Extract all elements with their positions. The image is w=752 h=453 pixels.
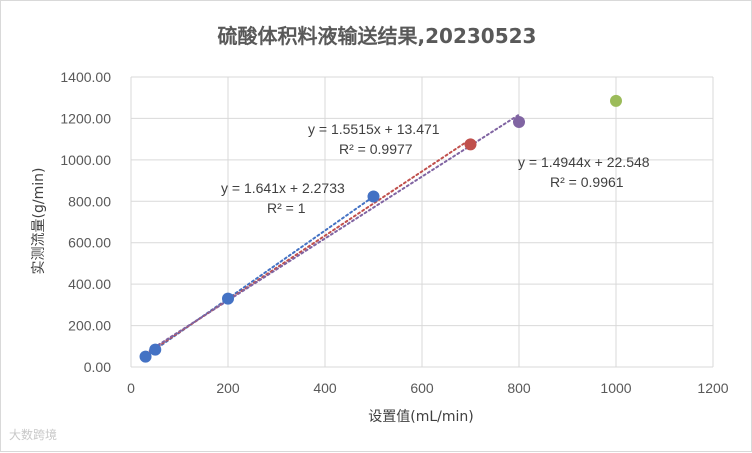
x-tick-label: 0: [127, 380, 135, 396]
trendline-3-equation: y = 1.4944x + 22.548: [518, 154, 650, 170]
watermark-text: 大数跨境: [9, 428, 58, 442]
x-tick-label: 200: [216, 380, 240, 396]
trendline-annotations: y = 1.641x + 2.2733 R² = 1 y = 1.5515x +…: [221, 121, 650, 216]
data-point-series-1: [222, 292, 234, 305]
data-point-series-2: [464, 138, 477, 151]
data-point-series-3: [513, 115, 525, 128]
x-tick-label: 400: [313, 380, 337, 396]
y-tick-label: 200.00: [68, 318, 111, 334]
data-point-series-1: [367, 190, 380, 203]
x-tick-label: 1200: [697, 380, 728, 396]
x-axis-title: 设置值(mL/min): [368, 409, 473, 425]
y-tick-label: 0.00: [84, 359, 111, 375]
y-tick-label: 800.00: [68, 193, 111, 209]
trendline-2-r2: R² = 0.9977: [339, 141, 413, 157]
y-tick-label: 1200.00: [60, 110, 111, 126]
data-point-series-1: [149, 343, 162, 356]
data-point-series-4: [610, 94, 622, 107]
x-axis-ticks: 0 200 400 600 800 1000 1200: [127, 380, 729, 396]
trendline-series-3: [144, 113, 520, 355]
trendline-1-r2: R² = 1: [267, 200, 306, 216]
y-axis-ticks: 0.00 200.00 400.00 600.00 800.00 1000.00 1200.…: [60, 69, 111, 375]
gridlines: [130, 76, 714, 368]
data-points: [139, 94, 622, 363]
chart-title: 硫酸体积料液输送结果,20230523: [218, 24, 537, 48]
data-point-series-1: [139, 350, 152, 363]
x-tick-label: 800: [507, 380, 531, 396]
y-tick-label: 1000.00: [60, 152, 111, 168]
trendlines: [144, 113, 520, 358]
trendline-1-equation: y = 1.641x + 2.2733: [221, 180, 345, 196]
trendline-2-equation: y = 1.5515x + 13.471: [308, 121, 440, 137]
trendline-3-r2: R² = 0.9961: [550, 174, 624, 190]
y-tick-label: 1400.00: [60, 69, 111, 85]
x-tick-label: 1000: [600, 380, 631, 396]
y-tick-label: 600.00: [68, 235, 111, 251]
y-axis-title: 实测流量(g/min): [31, 168, 47, 275]
x-tick-label: 600: [410, 380, 434, 396]
y-tick-label: 400.00: [68, 276, 111, 292]
